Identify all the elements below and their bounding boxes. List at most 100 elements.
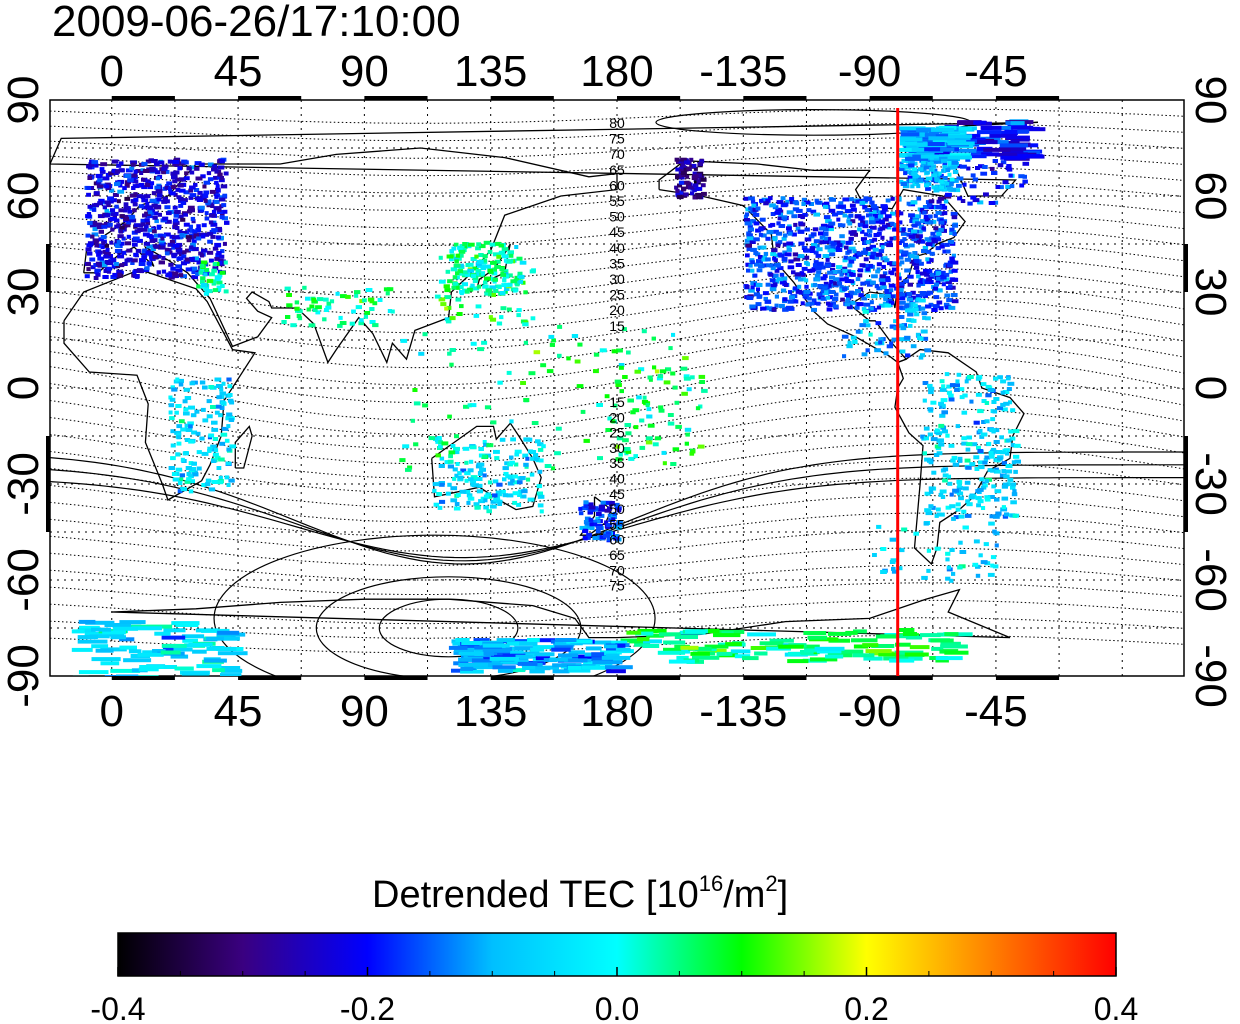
tec-data-point bbox=[464, 478, 469, 483]
tec-data-point bbox=[525, 456, 530, 461]
tec-data-point bbox=[218, 475, 223, 480]
tec-data-point bbox=[217, 207, 222, 212]
tec-data-point bbox=[91, 657, 121, 662]
tec-data-point bbox=[492, 271, 498, 276]
tec-data-point bbox=[886, 243, 893, 248]
tec-data-point bbox=[842, 197, 850, 202]
tec-data-point bbox=[144, 211, 151, 216]
tec-data-point bbox=[173, 647, 193, 652]
tec-data-point bbox=[750, 199, 756, 204]
tec-data-point bbox=[904, 652, 929, 657]
tec-data-point bbox=[99, 169, 106, 174]
tec-data-point bbox=[436, 436, 442, 440]
tec-data-point bbox=[1011, 492, 1018, 497]
tec-data-point bbox=[778, 224, 786, 228]
tec-data-point bbox=[189, 245, 194, 250]
tec-data-point bbox=[169, 239, 176, 244]
tec-data-point bbox=[588, 505, 596, 510]
tec-data-point bbox=[499, 437, 506, 442]
tec-data-point bbox=[654, 369, 660, 374]
tec-data-point bbox=[808, 202, 814, 206]
tec-data-point bbox=[977, 409, 984, 414]
tec-data-point bbox=[920, 306, 926, 311]
tec-data-point bbox=[935, 184, 942, 189]
tec-data-point bbox=[77, 635, 98, 640]
tec-data-point bbox=[325, 305, 332, 310]
x-axis-top-label: 180 bbox=[580, 47, 653, 96]
tec-data-point bbox=[973, 539, 980, 544]
tec-data-point bbox=[928, 486, 935, 491]
tec-data-point bbox=[906, 318, 912, 323]
tec-data-point bbox=[889, 658, 915, 663]
tec-data-point bbox=[311, 297, 317, 302]
tec-data-point bbox=[214, 410, 220, 415]
tec-data-point bbox=[912, 303, 918, 308]
tec-data-point bbox=[860, 237, 867, 242]
tec-data-point bbox=[680, 162, 686, 167]
tec-data-point bbox=[171, 252, 178, 257]
tec-data-point bbox=[285, 315, 291, 319]
tec-data-point bbox=[156, 270, 161, 275]
tec-data-point bbox=[843, 255, 848, 260]
tec-data-point bbox=[93, 191, 100, 196]
tec-data-point bbox=[992, 514, 1000, 519]
tec-data-point bbox=[675, 424, 682, 429]
tec-data-point bbox=[468, 262, 474, 267]
tec-data-point bbox=[501, 283, 508, 288]
tec-data-point bbox=[842, 354, 847, 359]
tec-data-point bbox=[812, 263, 820, 268]
tec-data-point bbox=[943, 187, 950, 192]
tec-data-point bbox=[195, 272, 200, 277]
tec-data-point bbox=[468, 242, 475, 247]
tec-data-point bbox=[450, 267, 458, 272]
tec-data-point bbox=[777, 216, 784, 221]
tec-data-point bbox=[89, 634, 110, 639]
tec-data-point bbox=[787, 231, 793, 236]
tec-data-point bbox=[178, 273, 184, 278]
tec-data-point bbox=[448, 454, 453, 459]
tec-data-point bbox=[827, 227, 834, 232]
tec-data-point bbox=[132, 270, 137, 275]
tec-data-point bbox=[886, 225, 892, 230]
tec-data-point bbox=[195, 228, 202, 232]
tec-data-point bbox=[189, 256, 195, 261]
magnetic-latitude-contour bbox=[50, 355, 1184, 421]
tec-data-point bbox=[497, 285, 502, 289]
tec-data-point bbox=[980, 382, 987, 387]
tec-data-point bbox=[87, 241, 94, 246]
tec-data-point bbox=[991, 171, 998, 175]
tec-data-point bbox=[456, 285, 461, 290]
tec-data-point bbox=[530, 638, 556, 643]
tec-data-point bbox=[175, 235, 181, 240]
tec-data-point bbox=[105, 247, 110, 252]
tec-data-point bbox=[830, 241, 837, 246]
tec-data-point bbox=[217, 165, 225, 170]
tec-data-point bbox=[159, 245, 166, 250]
tec-data-point bbox=[187, 205, 195, 210]
tec-data-point bbox=[957, 456, 963, 461]
tec-data-point bbox=[942, 161, 948, 166]
tec-data-point bbox=[577, 342, 583, 347]
tec-data-point bbox=[1007, 477, 1014, 482]
tec-data-point bbox=[377, 298, 383, 302]
tec-data-point bbox=[115, 264, 121, 269]
tec-data-point bbox=[157, 212, 162, 217]
y-axis-left-label: -90 bbox=[0, 644, 48, 708]
tec-data-point bbox=[222, 241, 227, 246]
tec-data-point bbox=[778, 303, 785, 308]
tec-data-point bbox=[587, 507, 595, 512]
tec-data-point bbox=[177, 378, 184, 383]
tec-data-point bbox=[841, 334, 849, 339]
tec-data-point bbox=[782, 217, 787, 222]
tec-data-point bbox=[453, 263, 461, 268]
tec-data-point bbox=[523, 398, 530, 402]
tec-data-point bbox=[207, 289, 213, 294]
tec-data-point bbox=[980, 136, 1000, 141]
tec-data-point bbox=[825, 654, 844, 659]
tec-data-point bbox=[915, 332, 921, 337]
tec-data-point bbox=[604, 394, 610, 399]
tec-data-point bbox=[899, 179, 904, 184]
tec-data-point bbox=[780, 196, 786, 201]
tec-data-point bbox=[844, 245, 849, 250]
frame-bar-top bbox=[238, 96, 302, 100]
